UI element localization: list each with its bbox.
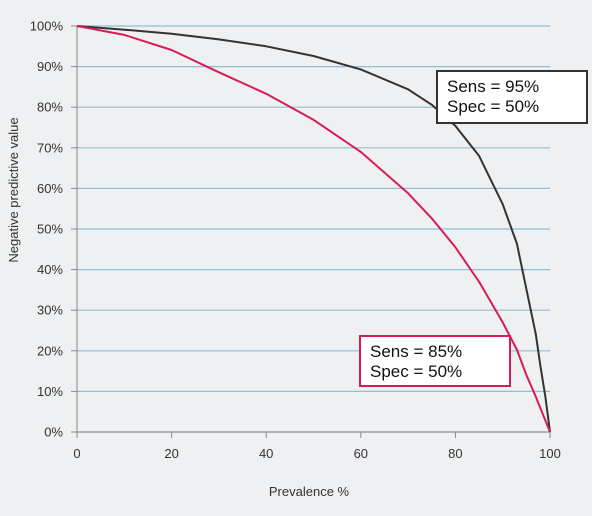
x-tick-label: 60 [354,446,368,461]
annotation-text: Sens = 85% [370,342,462,361]
x-tick-label: 40 [259,446,273,461]
y-tick-label: 10% [37,384,63,399]
x-tick-label: 80 [448,446,462,461]
x-axis-title: Prevalence % [269,484,350,499]
annotation-box-1 [436,70,588,124]
annotation-box-2 [359,335,511,387]
y-axis-title: Negative predictive value [6,117,21,262]
x-tick-label: 0 [73,446,80,461]
y-tick-label: 0% [44,425,63,440]
annotation-text: Spec = 50% [447,97,539,116]
y-tick-labels: 0% 10% 20% 30% 40% 50% 60% 70% 80% 90% 100% [30,19,64,440]
annotation-text: Spec = 50% [370,362,462,381]
axes [76,26,551,438]
y-tick-label: 80% [37,100,63,115]
gridlines [71,25,550,433]
y-tick-label: 100% [30,19,64,34]
series-line-2 [76,25,551,433]
annotation-boxes: Sens = 95%Spec = 50%Sens = 85%Spec = 50% [359,70,588,387]
annotation-text: Sens = 95% [447,77,539,96]
y-tick-label: 60% [37,181,63,196]
y-tick-label: 20% [37,343,63,358]
y-tick-label: 90% [37,59,63,74]
y-tick-label: 50% [37,222,63,237]
x-tick-label: 100 [539,446,561,461]
y-tick-label: 70% [37,140,63,155]
x-tick-labels: 0 20 40 60 80 100 [73,446,560,461]
y-tick-label: 40% [37,262,63,277]
y-tick-label: 30% [37,303,63,318]
x-tick-label: 20 [164,446,178,461]
